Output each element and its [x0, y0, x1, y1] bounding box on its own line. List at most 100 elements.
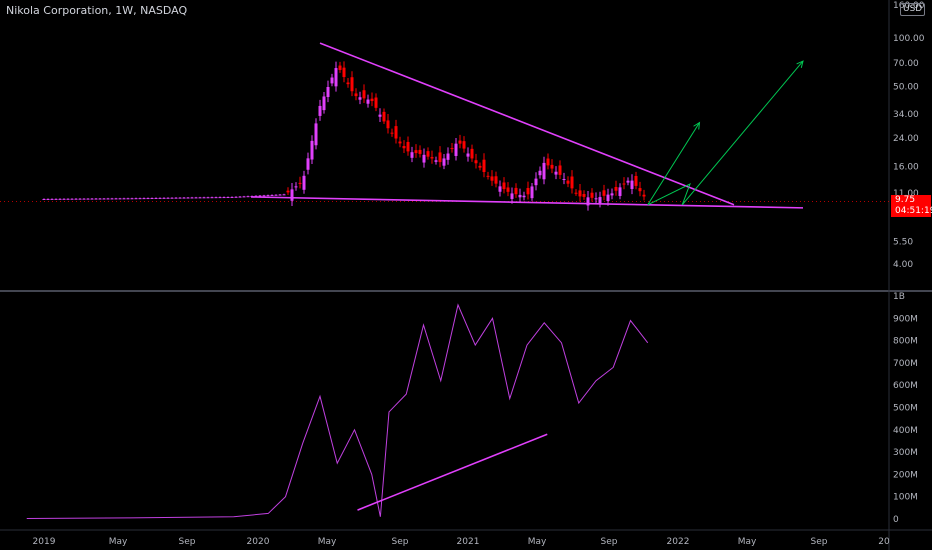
candle: [294, 182, 298, 191]
candle: [534, 172, 538, 191]
candle-body: [98, 198, 102, 200]
candle-body: [302, 175, 306, 190]
candle: [198, 196, 202, 199]
candle: [206, 196, 210, 199]
price-axis-tick: 16.00: [893, 163, 919, 173]
candle-body: [158, 197, 162, 199]
candle: [230, 196, 234, 198]
candle-body: [118, 198, 122, 200]
candle: [458, 134, 462, 149]
candle-body: [466, 153, 470, 157]
candle-body: [586, 197, 590, 206]
volume-axis-tick: 1B: [893, 292, 905, 302]
candle: [106, 197, 110, 200]
candle: [158, 197, 162, 199]
candle: [214, 196, 218, 199]
candle-body: [442, 158, 446, 166]
candle: [306, 152, 310, 175]
time-axis-tick: May: [318, 537, 337, 547]
candle-body: [434, 160, 438, 162]
candle: [174, 197, 178, 199]
candle-body: [630, 180, 634, 189]
candle-body: [102, 198, 106, 200]
candle-body: [206, 197, 210, 199]
candle: [498, 180, 502, 197]
candle: [134, 197, 138, 200]
candle-body: [170, 197, 174, 199]
candle: [518, 188, 522, 203]
candle-body: [334, 68, 338, 87]
candle-body: [126, 198, 130, 200]
candle: [602, 184, 606, 201]
candle-body: [54, 198, 58, 200]
candle-body: [482, 159, 486, 172]
candle: [42, 198, 46, 200]
candle-body: [238, 196, 242, 198]
candle: [154, 197, 158, 199]
candle: [334, 61, 338, 92]
candle-body: [506, 187, 510, 192]
candle: [362, 84, 366, 104]
time-axis-tick: May: [109, 537, 128, 547]
candle-body: [258, 195, 262, 197]
candle-body: [278, 194, 282, 196]
candle: [410, 146, 414, 163]
candle-body: [386, 120, 390, 129]
projection-zigzag: [647, 183, 691, 206]
price-axis-tick: 11.00: [893, 189, 919, 199]
candle-body: [130, 198, 134, 200]
candle: [178, 197, 182, 199]
candle: [310, 135, 314, 165]
candle-body: [554, 171, 558, 175]
candle: [442, 154, 446, 170]
candle-body: [574, 192, 578, 194]
last-price-tag: 9.75 04:51:19: [891, 195, 932, 217]
candle-body: [382, 111, 386, 122]
candle: [462, 136, 466, 153]
candle-body: [534, 178, 538, 186]
candle: [150, 197, 154, 200]
candle: [598, 191, 602, 208]
candle-body: [610, 193, 614, 196]
candle: [262, 194, 266, 197]
candle-body: [366, 99, 370, 104]
candle: [522, 191, 526, 201]
candle-body: [262, 195, 266, 197]
candle-body: [350, 77, 354, 92]
time-axis-tick: Sep: [392, 537, 409, 547]
candle: [190, 196, 194, 199]
candle: [454, 138, 458, 161]
candle: [138, 197, 142, 200]
candle: [386, 114, 390, 134]
currency-badge[interactable]: USD: [900, 3, 926, 16]
candle: [98, 197, 102, 200]
candle-body: [642, 194, 646, 197]
candle-body: [222, 197, 226, 199]
candle-body: [618, 187, 622, 196]
candle: [238, 196, 242, 198]
candle: [638, 181, 642, 197]
candle: [566, 176, 570, 188]
candle: [118, 197, 122, 200]
candle-body: [298, 182, 302, 184]
candle-body: [354, 93, 358, 97]
candle: [506, 182, 510, 197]
candle: [446, 147, 450, 165]
candle: [374, 93, 378, 112]
volume-axis-tick: 800M: [893, 337, 918, 347]
candle: [170, 197, 174, 199]
candle: [510, 187, 514, 204]
volume-axis-tick: 700M: [893, 359, 918, 369]
candle-body: [438, 152, 442, 163]
candle-body: [634, 175, 638, 186]
candle: [470, 144, 474, 162]
candle-body: [418, 149, 422, 154]
candle-body: [226, 197, 230, 199]
candle-body: [106, 198, 110, 200]
candle-body: [322, 96, 326, 111]
candle: [554, 166, 558, 180]
candle-body: [122, 198, 126, 200]
time-axis-tick: 20: [878, 537, 890, 547]
candle: [434, 156, 438, 165]
